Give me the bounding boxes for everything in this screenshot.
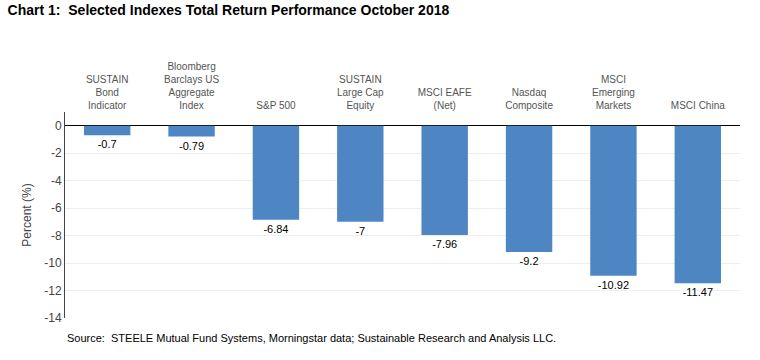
svg-text:-7.96: -7.96 (432, 238, 457, 250)
svg-text:-11.47: -11.47 (683, 286, 713, 298)
svg-text:-10: -10 (44, 256, 62, 270)
svg-text:MSCI EAFE(Net): MSCI EAFE(Net) (418, 87, 472, 111)
svg-text:-10.92: -10.92 (598, 279, 629, 291)
svg-text:-12: -12 (44, 284, 62, 298)
svg-text:SUSTAINLarge CapEquity: SUSTAINLarge CapEquity (337, 74, 384, 111)
svg-text:MSCI China: MSCI China (671, 100, 725, 111)
svg-text:-0.7: -0.7 (98, 138, 117, 150)
svg-text:-4: -4 (51, 174, 62, 188)
svg-text:SUSTAINBondIndicator: SUSTAINBondIndicator (86, 74, 129, 111)
svg-text:Percent (%): Percent (%) (20, 183, 34, 246)
svg-text:-9.2: -9.2 (520, 255, 539, 267)
svg-text:-7: -7 (355, 225, 365, 237)
svg-text:MSCIEmergingMarkets: MSCIEmergingMarkets (592, 74, 635, 111)
svg-text:Source: STEELE Mutual Fund Sy: Source: STEELE Mutual Fund Systems, Morn… (67, 332, 556, 344)
svg-text:-2: -2 (51, 146, 62, 160)
svg-text:S&P 500: S&P 500 (256, 100, 296, 111)
svg-text:BloombergBarclays USAggregateI: BloombergBarclays USAggregateIndex (164, 61, 219, 111)
svg-text:-14: -14 (44, 311, 62, 325)
svg-text:-0.79: -0.79 (179, 140, 204, 152)
svg-text:0: 0 (55, 119, 62, 133)
svg-text:-6.84: -6.84 (263, 223, 288, 235)
svg-text:-6: -6 (51, 201, 62, 215)
svg-text:Chart 1: Selected Indexes Tot: Chart 1: Selected Indexes Total Return P… (8, 2, 450, 18)
svg-text:-8: -8 (51, 229, 62, 243)
svg-text:NasdaqComposite: NasdaqComposite (505, 87, 553, 111)
